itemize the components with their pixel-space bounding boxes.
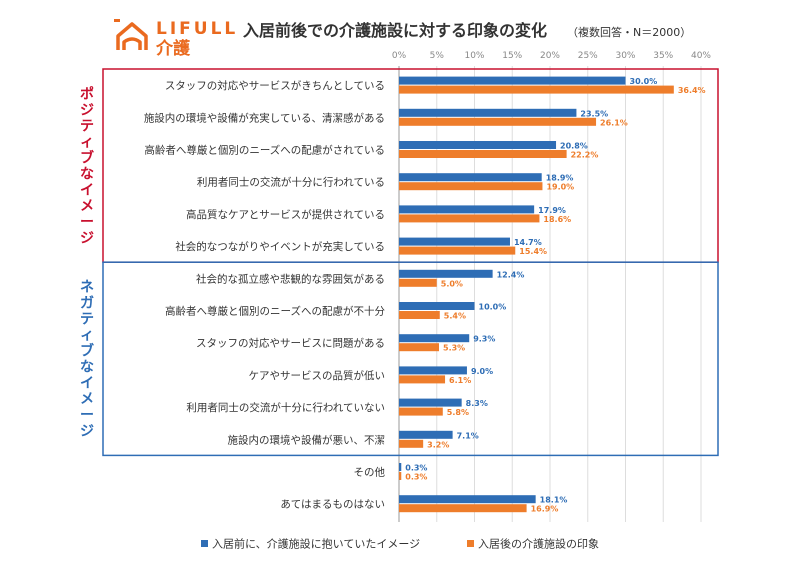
group-label: ネガティブなイメージ — [80, 280, 94, 440]
bar-before — [399, 141, 557, 149]
logo-sub: 介護 — [155, 38, 191, 59]
category-label: スタッフの対応やサービスに問題がある — [196, 337, 385, 350]
data-label-after: 5.4% — [444, 312, 466, 321]
bar-after — [399, 182, 543, 191]
data-label-after: 19.0% — [546, 183, 574, 192]
category-label: スタッフの対応やサービスがきちんとしている — [165, 79, 385, 92]
data-label-after: 5.0% — [441, 279, 463, 288]
bar-after — [399, 343, 440, 352]
bar-after — [399, 311, 440, 319]
house-icon — [116, 22, 148, 50]
data-label-before: 8.3% — [466, 399, 488, 408]
category-label: 高齢者へ尊厳と個別のニーズへの配慮が不十分 — [165, 305, 385, 318]
bar-after — [399, 214, 540, 223]
data-label-before: 7.1% — [457, 431, 479, 440]
bar-before — [399, 334, 470, 343]
x-tick-label: 40% — [691, 51, 711, 61]
data-label-after: 22.2% — [571, 151, 599, 160]
data-label-before: 9.3% — [473, 335, 495, 344]
category-label: 施設内の環境や設備が悪い、不潔 — [228, 433, 386, 446]
x-tick-label: 30% — [615, 51, 635, 61]
data-label-before: 10.0% — [479, 303, 507, 312]
bar-after — [399, 407, 443, 416]
data-label-before: 14.7% — [514, 238, 542, 247]
chart-subtitle: （複数回答・N＝2000） — [567, 25, 691, 39]
bar-after — [399, 150, 567, 158]
bar-before — [399, 205, 535, 214]
x-tick-label: 25% — [578, 51, 598, 61]
bar-before — [399, 398, 462, 407]
data-label-before: 12.4% — [497, 270, 525, 279]
logo-brand: LIFULL — [156, 19, 238, 39]
bar-before — [399, 76, 626, 85]
data-label-after: 36.4% — [678, 86, 706, 95]
x-tick-label: 20% — [540, 51, 560, 61]
bar-after — [399, 504, 527, 513]
data-label-after: 6.1% — [449, 376, 471, 385]
logo: LIFULL 介護 — [114, 19, 238, 59]
bar-after — [399, 439, 424, 448]
category-label: その他 — [354, 466, 386, 479]
x-tick-label: 5% — [430, 51, 445, 61]
group-label: ポジティブなイメージ — [80, 85, 94, 246]
data-label-before: 9.0% — [471, 367, 493, 376]
x-tick-label: 15% — [502, 51, 522, 61]
legend-swatch — [467, 540, 474, 547]
data-label-before: 18.9% — [546, 174, 574, 183]
bar-before — [399, 269, 493, 278]
category-label: 社会的なつながりやイベントが充実している — [175, 240, 385, 253]
chart-title: 入居前後での介護施設に対する印象の変化 — [243, 21, 547, 40]
data-label-after: 3.2% — [427, 440, 449, 449]
data-label-before: 18.1% — [540, 496, 568, 505]
bar-before — [399, 108, 577, 117]
legend-entry: 入居後の介護施設の印象 — [478, 537, 599, 551]
category-label: 施設内の環境や設備が充実している、清潔感がある — [144, 111, 385, 124]
data-label-before: 17.9% — [538, 206, 566, 215]
x-tick-label: 0% — [392, 51, 407, 61]
legend-entry: 入居前に、介護施設に抱いていたイメージ — [212, 537, 420, 551]
category-label: 高齢者へ尊厳と個別のニーズへの配慮がされている — [144, 144, 385, 157]
bar-before — [399, 237, 510, 246]
bar-before — [399, 495, 536, 504]
bar-before — [399, 366, 467, 375]
bar-after — [399, 85, 674, 94]
bar-before — [399, 302, 475, 310]
data-label-before: 23.5% — [580, 109, 608, 118]
category-label: ケアやサービスの品質が低い — [249, 369, 386, 382]
group-box — [102, 261, 719, 457]
data-label-after: 18.6% — [543, 215, 571, 224]
data-label-before: 0.3% — [405, 464, 427, 473]
data-label-after: 16.9% — [531, 505, 559, 514]
category-label: 利用者同士の交流が十分に行われている — [197, 176, 385, 189]
bar-after — [399, 117, 597, 126]
category-label: 高品質なケアとサービスが提供されている — [186, 208, 385, 221]
data-label-after: 5.8% — [447, 408, 469, 417]
bar-before — [399, 463, 402, 471]
category-label: 利用者同士の交流が十分に行われていない — [186, 401, 385, 414]
data-label-after: 0.3% — [405, 473, 427, 482]
bar-after — [399, 278, 437, 287]
bar-after — [399, 472, 402, 480]
category-label: 社会的な孤立感や悲観的な雰囲気がある — [196, 272, 385, 285]
bar-after — [399, 375, 446, 384]
bar-before — [399, 430, 453, 439]
bar-before — [399, 173, 542, 182]
x-tick-label: 10% — [464, 51, 484, 61]
bar-after — [399, 246, 516, 255]
legend-swatch — [201, 540, 208, 547]
data-label-before: 20.8% — [560, 142, 588, 151]
data-label-before: 30.0% — [630, 77, 658, 86]
category-label: あてはまるものはない — [280, 499, 385, 511]
logo-accent — [114, 19, 120, 22]
x-tick-label: 35% — [653, 51, 673, 61]
data-label-after: 15.4% — [519, 247, 547, 256]
data-label-after: 5.3% — [443, 344, 465, 353]
data-label-after: 26.1% — [600, 118, 628, 127]
